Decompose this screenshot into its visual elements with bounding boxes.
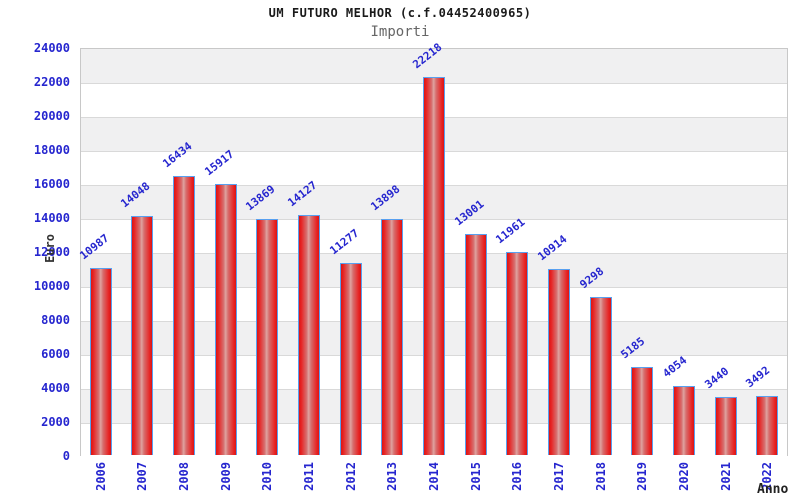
x-tick-label: 2007 [135,462,150,491]
x-tick-label: 2018 [593,462,608,491]
bar-2019 [631,367,654,455]
x-tick-label: 2015 [468,462,483,491]
bar-2013 [381,219,404,455]
chart-title: UM FUTURO MELHOR (c.f.04452400965) [268,6,532,20]
x-tick-label: 2020 [676,462,691,491]
x-tick-label: 2010 [260,462,275,491]
x-tick-label: 2013 [385,462,400,491]
bar-2017 [547,269,570,455]
bar-2021 [714,397,737,455]
y-tick-label: 2000 [41,415,70,429]
y-tick-label: 16000 [33,177,70,191]
bar-2009 [214,184,237,455]
x-tick-label: 2016 [510,462,525,491]
x-tick-label: 2017 [551,462,566,491]
y-tick-label: 8000 [41,313,70,327]
y-tick-label: 12000 [33,245,70,259]
bar-2007 [131,216,154,455]
x-tick-label: 2009 [218,462,233,491]
bar-2014 [423,77,445,455]
chart-subtitle: Importi [370,24,430,40]
x-tick-label: 2012 [343,462,358,491]
y-axis-title: Euro [43,234,57,263]
bar-2016 [506,252,529,455]
x-tick-label: 2019 [635,462,650,491]
x-axis-title: Anno [757,482,789,497]
y-tick-label: 0 [62,449,70,463]
y-tick-label: 18000 [33,143,70,157]
y-tick-label: 24000 [33,41,70,55]
plot-area [80,48,788,457]
y-tick-label: 14000 [33,211,70,225]
x-tick-label: 2021 [718,462,733,491]
bar-2020 [672,386,695,455]
y-tick-label: 4000 [41,381,70,395]
x-tick-label: 2008 [177,462,192,491]
bar-2010 [256,219,279,455]
bar-2018 [589,297,612,455]
bar-2022 [756,396,779,455]
bar-2006 [89,268,112,455]
bar-2008 [173,176,196,455]
x-tick-label: 2011 [302,462,317,491]
bar-2015 [464,234,487,455]
y-tick-label: 10000 [33,279,70,293]
y-tick-label: 20000 [33,109,70,123]
x-tick-label: 2014 [427,462,441,491]
y-tick-label: 6000 [41,347,70,361]
y-tick-label: 22000 [33,75,70,89]
bar-2011 [298,215,321,455]
bar-2012 [339,263,362,455]
x-tick-label: 2006 [93,462,108,491]
